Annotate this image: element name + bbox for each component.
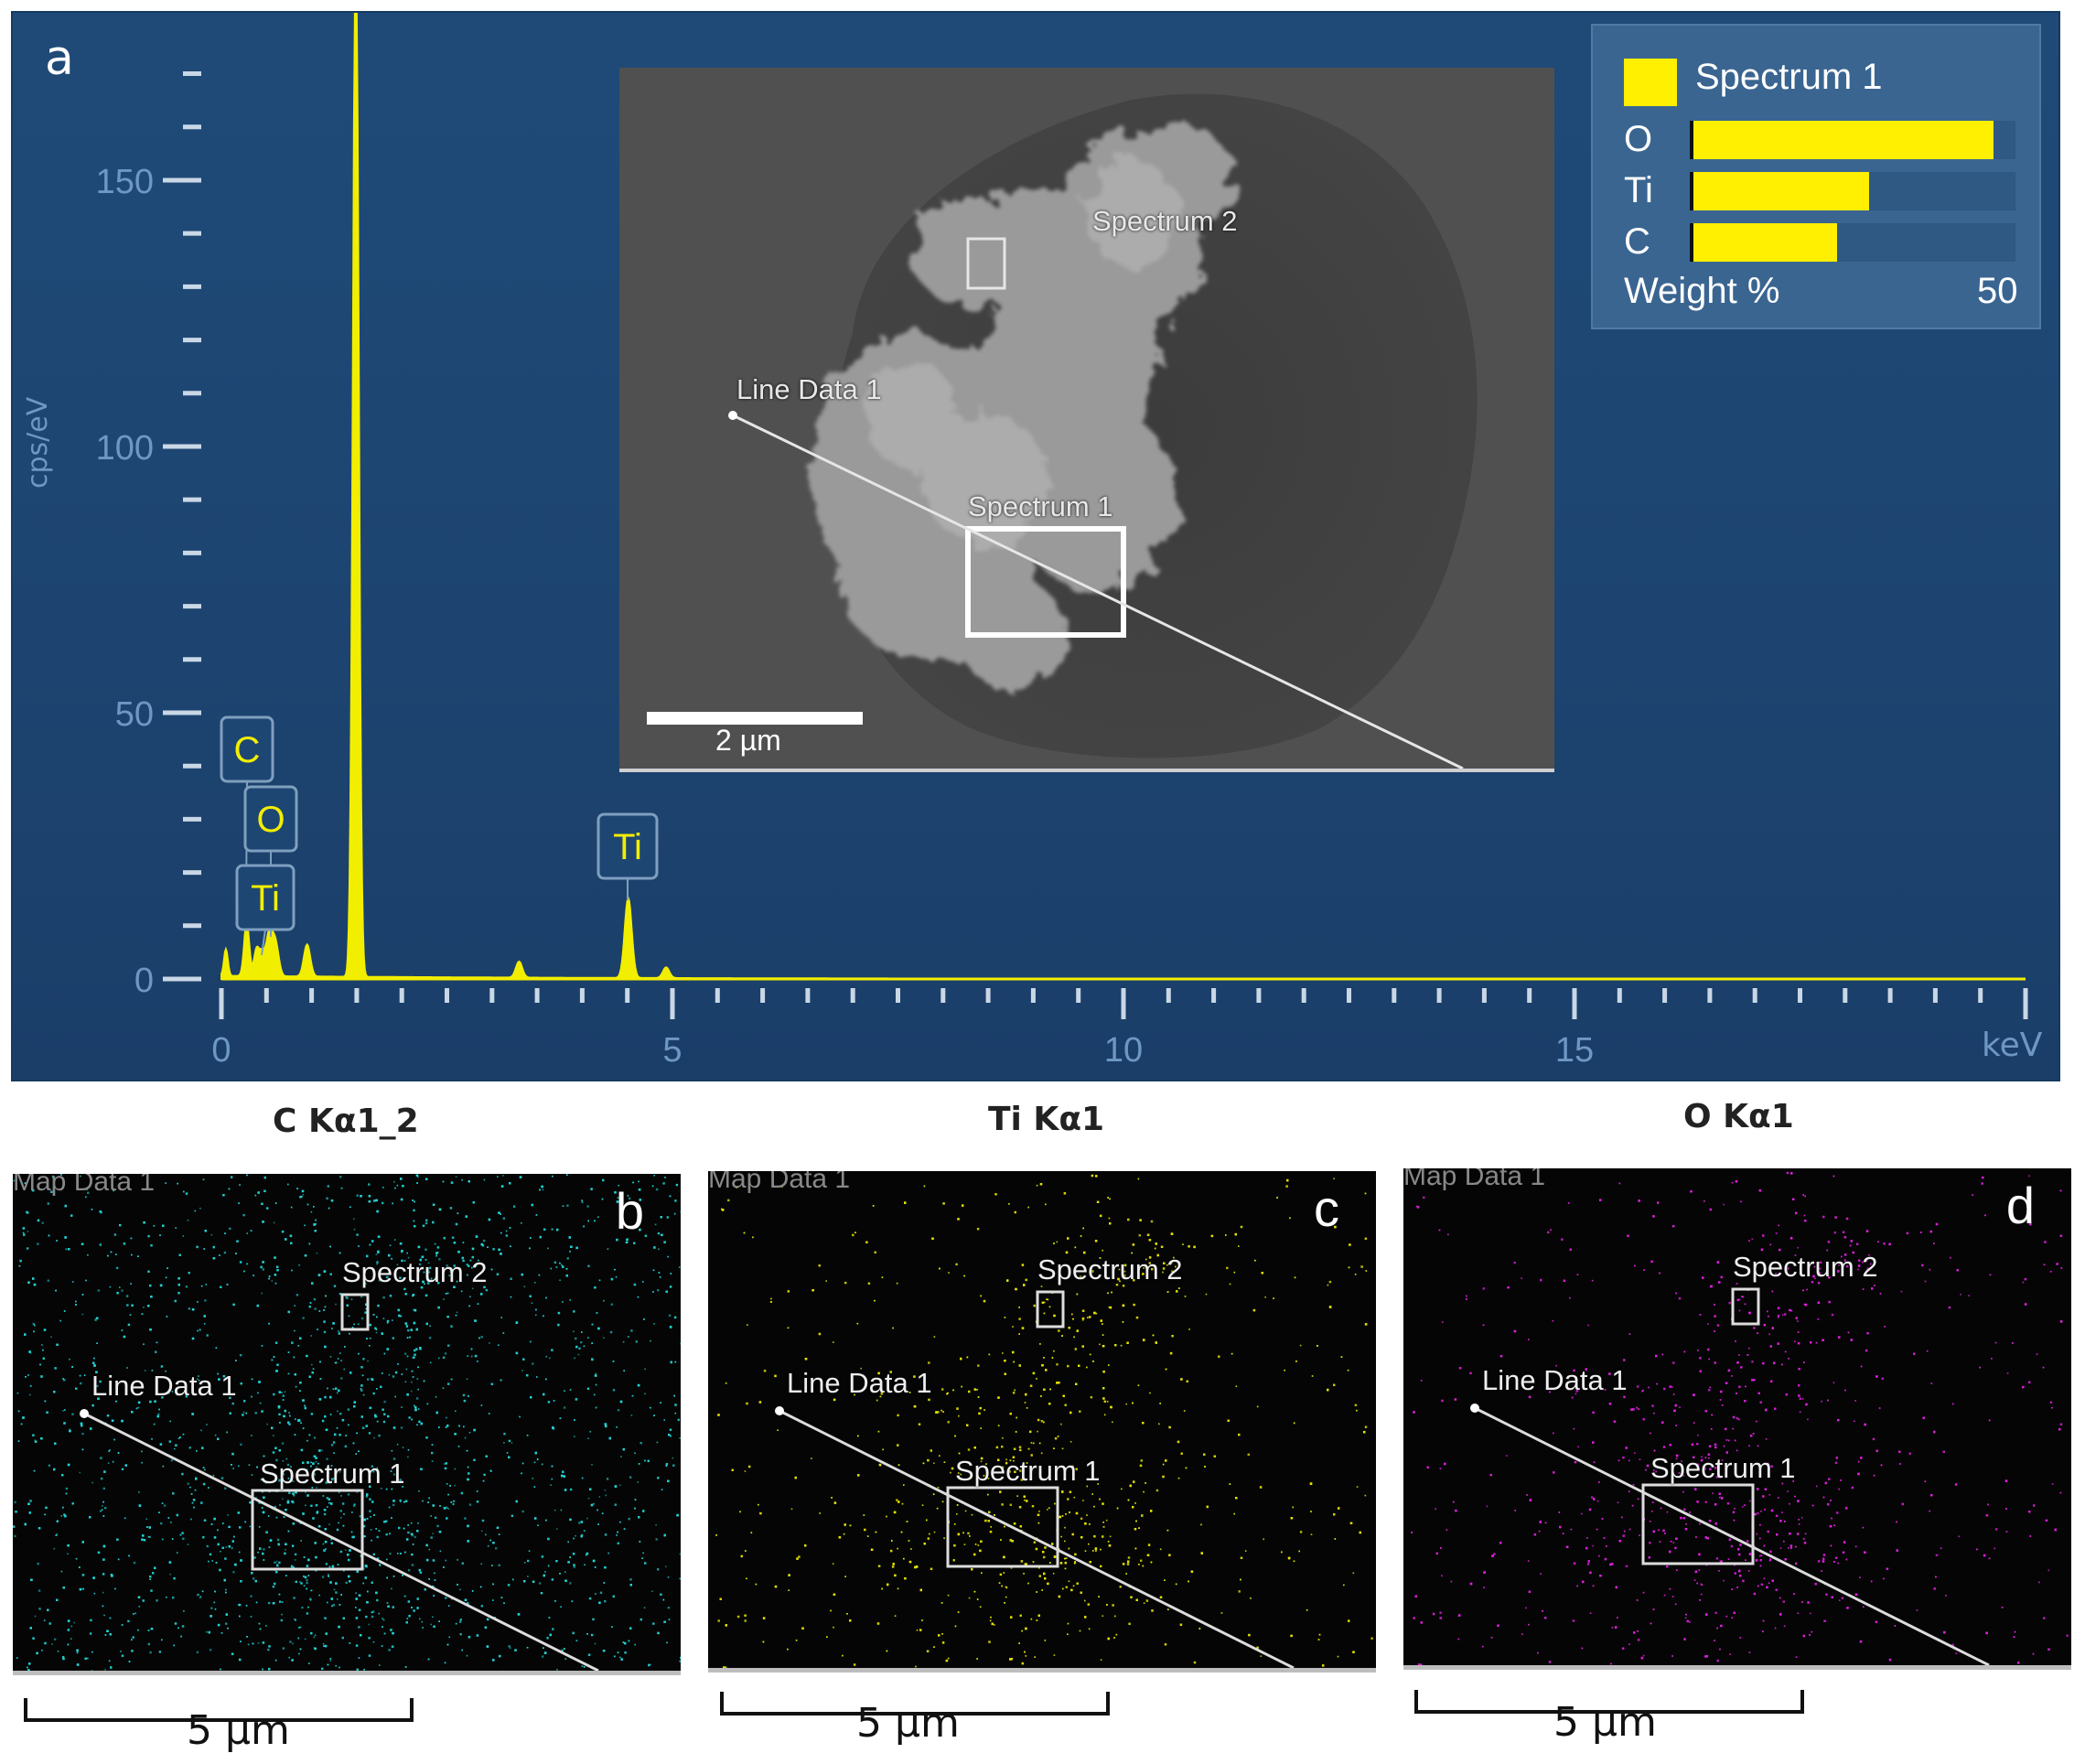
legend-element-ti: Ti xyxy=(1624,170,1653,210)
legend-title: Spectrum 1 xyxy=(1695,57,1883,97)
legend-footer-label: Weight % xyxy=(1624,271,1780,311)
x-tick-label: 5 xyxy=(662,1031,682,1070)
legend-track-ti xyxy=(1690,172,2015,210)
element-map-c: Map Data 1 b Spectrum 2 Line Data 1 Spec… xyxy=(13,1174,681,1675)
map-data-label: Map Data 1 xyxy=(708,1171,851,1194)
x-tick-label: 0 xyxy=(211,1031,231,1070)
spectrum1-box xyxy=(965,526,1126,638)
weight-percent-legend: Spectrum 1 O Ti C Weight % 50 xyxy=(1591,24,2041,329)
map-ti-graphic xyxy=(715,1174,1373,1668)
scale-label-c: 5 µm xyxy=(856,1700,960,1747)
map-title-ti: Ti Kα1 xyxy=(988,1101,1105,1138)
peak-label: Ti xyxy=(613,827,642,867)
map-c-graphic xyxy=(13,1174,681,1671)
eds-spectrum-panel: 0 50 100 150 0 5 10 15 C O Ti Ti a cps/eV keV xyxy=(11,11,2060,1081)
peak-label: C xyxy=(234,730,261,770)
map-o-graphic xyxy=(1411,1171,2069,1665)
map-line-data xyxy=(779,1409,1295,1668)
x-tick-label: 10 xyxy=(1104,1031,1143,1070)
y-tick-label: 0 xyxy=(134,962,154,1000)
legend-track-c xyxy=(1690,223,2015,262)
map-linedata-label: Line Data 1 xyxy=(91,1370,237,1402)
line-data-line xyxy=(732,414,1464,769)
legend-bar-c xyxy=(1690,223,1837,262)
map-linedata-label: Line Data 1 xyxy=(787,1367,932,1399)
panel-letter-c: c xyxy=(1314,1179,1339,1237)
y-tick-label: 100 xyxy=(96,429,154,468)
map-data-label: Map Data 1 xyxy=(13,1174,156,1197)
map-spectrum2-box xyxy=(1731,1287,1760,1326)
peak-annotation: C xyxy=(220,715,274,910)
map-spectrum2-box xyxy=(340,1293,370,1331)
y-tick-label: 150 xyxy=(96,163,154,201)
map-line-data xyxy=(1474,1406,1990,1665)
map-title-o: O Kα1 xyxy=(1683,1098,1794,1135)
sem-image-graphic xyxy=(647,93,1478,769)
map-spectrum1-box xyxy=(1641,1483,1755,1565)
map-linedata-label: Line Data 1 xyxy=(1482,1364,1628,1396)
map-spectrum2-label: Spectrum 2 xyxy=(1037,1253,1183,1285)
y-axis-label: cps/eV xyxy=(22,396,54,489)
peak-annotation: Ti xyxy=(596,812,659,900)
map-data-label: Map Data 1 xyxy=(1403,1168,1546,1191)
spectrum1-label: Spectrum 1 xyxy=(968,490,1113,522)
map-line-data xyxy=(83,1412,599,1671)
map-spectrum2-label: Spectrum 2 xyxy=(1733,1251,1878,1283)
peak-annotation: Ti xyxy=(235,864,296,956)
legend-element-c: C xyxy=(1624,221,1650,262)
map-spectrum1-label: Spectrum 1 xyxy=(260,1457,405,1490)
element-map-o: Map Data 1 d Spectrum 2 Line Data 1 Spec… xyxy=(1403,1168,2071,1670)
element-map-ti: Map Data 1 c Spectrum 2 Line Data 1 Spec… xyxy=(708,1171,1376,1673)
legend-track-o xyxy=(1690,121,2015,159)
spectrum2-label: Spectrum 2 xyxy=(1092,205,1238,237)
panel-letter-b: b xyxy=(615,1182,644,1240)
legend-element-o: O xyxy=(1624,119,1653,159)
sem-inset-image: Spectrum 2 Line Data 1 Spectrum 1 2 µm xyxy=(619,68,1554,772)
y-tick-label: 50 xyxy=(115,695,154,734)
x-tick-label: 15 xyxy=(1555,1031,1594,1070)
spectrum2-box xyxy=(966,237,1006,290)
map-title-c: C Kα1_2 xyxy=(273,1102,419,1140)
panel-letter-a: a xyxy=(45,31,74,86)
panel-letter-d: d xyxy=(2005,1177,2035,1234)
legend-swatch xyxy=(1624,59,1677,106)
map-spectrum2-box xyxy=(1036,1290,1065,1328)
peak-label: Ti xyxy=(251,878,280,919)
map-spectrum1-box xyxy=(251,1489,364,1571)
legend-bar-ti xyxy=(1690,172,1870,210)
sem-scale-label: 2 µm xyxy=(715,724,781,757)
x-axis-unit: keV xyxy=(1982,1027,2043,1064)
legend-footer-value: 50 xyxy=(1977,271,2018,311)
peak-annotation: O xyxy=(243,785,298,937)
peak-label: O xyxy=(256,800,285,840)
legend-bar-o xyxy=(1690,121,1994,159)
map-speckle xyxy=(1411,1171,2069,1665)
map-spectrum2-label: Spectrum 2 xyxy=(342,1256,488,1288)
map-spectrum1-label: Spectrum 1 xyxy=(955,1455,1101,1487)
scale-label-d: 5 µm xyxy=(1553,1699,1657,1746)
map-spectrum1-box xyxy=(946,1486,1059,1568)
sem-scale-bar xyxy=(647,712,863,725)
map-speckle xyxy=(715,1174,1373,1668)
map-spectrum1-label: Spectrum 1 xyxy=(1650,1452,1796,1484)
scale-label-b: 5 µm xyxy=(187,1707,290,1754)
line-data-label: Line Data 1 xyxy=(736,373,882,405)
map-speckle xyxy=(13,1174,681,1671)
